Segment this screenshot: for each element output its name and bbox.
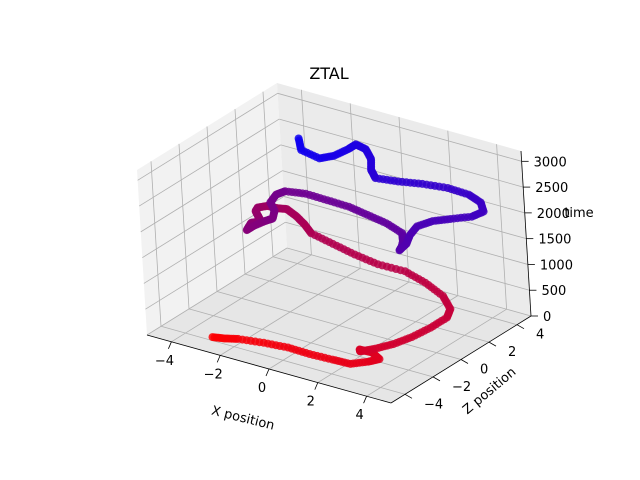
grid-line-z-back: [285, 221, 530, 291]
grid-line-y-floor: [244, 273, 490, 343]
y-tick-label: −4: [424, 397, 443, 412]
x-tick-mark: [363, 396, 367, 404]
chart-title: ZTAL: [309, 64, 348, 83]
grid-line-y-left: [262, 91, 274, 257]
z-tick-label: 1000: [540, 258, 573, 273]
y-tick-mark: [404, 393, 413, 399]
y-tick-mark: [516, 324, 525, 330]
data-points: [208, 134, 488, 368]
grid-line-z-back: [282, 170, 527, 240]
grid-line-y-floor: [272, 256, 518, 326]
grid-line-z-left: [142, 170, 283, 258]
grid-line-y-floor: [216, 291, 462, 360]
grid-line-z-back: [286, 247, 532, 317]
grid-line-y-left: [206, 126, 218, 292]
x-tick-label: 2: [307, 395, 315, 410]
grid-line-y-floor: [160, 325, 406, 395]
z-tick-label: 3000: [534, 155, 567, 170]
axis-lines: [146, 150, 538, 404]
z-tick-label: 2000: [537, 207, 570, 222]
x-tick-mark: [265, 368, 270, 377]
tick-labels: −4 −2 0 2 4 −4 −2 0 2 4 0 500 1000 1500 2000 2500 3000: [155, 155, 573, 423]
x-tick-label: −2: [204, 367, 223, 382]
z-tick-label: 2500: [535, 181, 568, 196]
y-tick-mark: [432, 376, 441, 382]
grid-line-z-back: [283, 196, 528, 265]
x-tick-mark: [314, 382, 319, 390]
y-tick-label: 0: [480, 363, 488, 378]
grid-line-z-left: [138, 118, 280, 207]
x-tick-mark: [168, 341, 172, 349]
grid-line-y-left: [150, 161, 162, 327]
grid-line-z-back: [277, 92, 522, 162]
z-tick-label: 0: [543, 310, 551, 325]
grid-line-z-left: [137, 92, 278, 181]
x-axis-label: X position: [210, 404, 276, 434]
grid-line-y-left: [234, 109, 246, 275]
grid-line-y-left: [178, 143, 190, 309]
y-tick-mark: [488, 341, 497, 347]
grid-line-z-left: [145, 221, 286, 310]
grid-line-z-left: [140, 144, 281, 233]
grid-line-x-back: [447, 130, 459, 296]
grid-lines: [137, 89, 532, 397]
grid-line-z-back: [279, 118, 524, 188]
data-point: [294, 134, 303, 143]
y-tick-label: 4: [536, 328, 544, 343]
x-tick-label: 0: [258, 381, 266, 396]
x-tick-label: 4: [355, 408, 363, 423]
y-tick-label: −2: [452, 380, 471, 395]
z-axis-line: [520, 150, 532, 317]
z-tick-label: 1500: [538, 233, 571, 248]
z-axis-label: time: [564, 206, 593, 221]
grid-line-x-back: [349, 103, 361, 269]
grid-line-x-back: [496, 144, 507, 310]
x-tick-label: −4: [155, 354, 174, 369]
y-tick-mark: [460, 359, 469, 364]
grid-line-z-left: [146, 247, 288, 336]
x-tick-mark: [216, 355, 221, 363]
z-tick-label: 500: [541, 284, 566, 299]
grid-line-x-back: [398, 116, 410, 283]
grid-line-y-floor: [188, 308, 434, 378]
y-tick-label: 2: [508, 345, 516, 360]
